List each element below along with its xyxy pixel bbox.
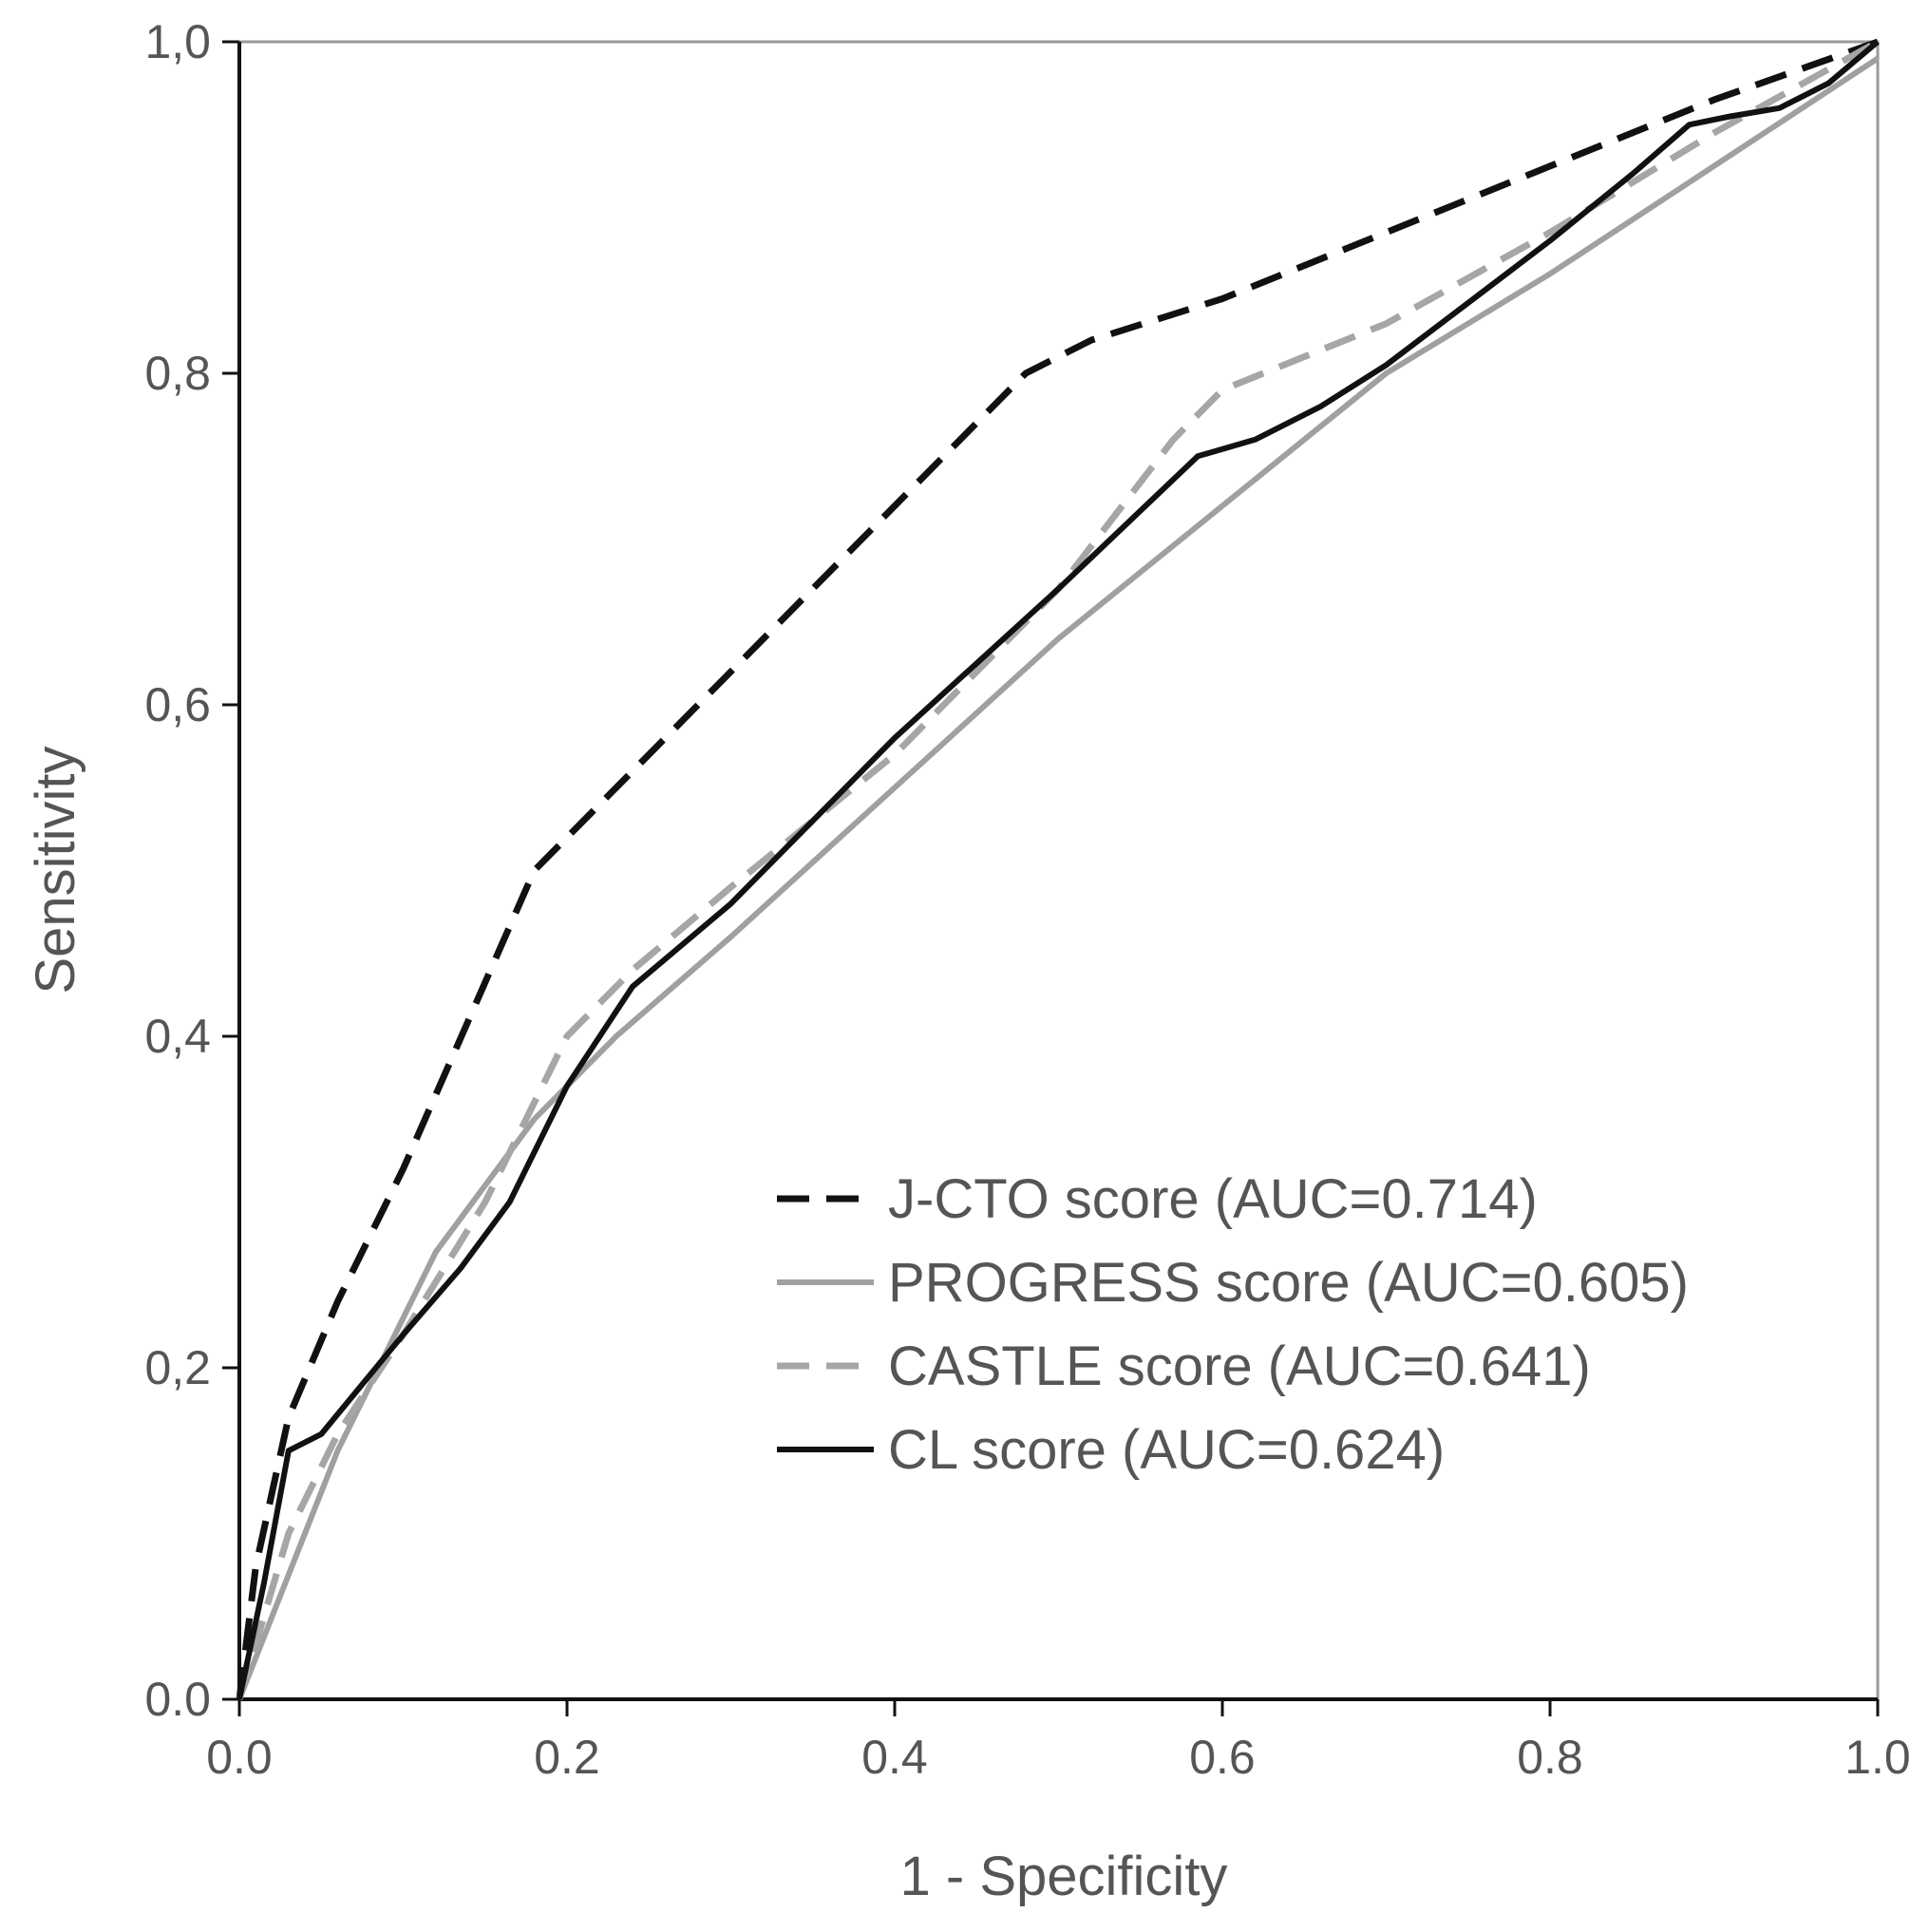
y-tick-label: 1,0 <box>144 15 211 68</box>
y-tick-label: 0.0 <box>144 1673 211 1726</box>
legend-label-progress: PROGRESS score (AUC=0.605) <box>888 1252 1689 1314</box>
x-tick-label: 0.6 <box>1189 1731 1256 1784</box>
y-tick-label: 0,4 <box>144 1010 211 1063</box>
y-axis-title: Sensitivity <box>25 746 86 994</box>
x-tick-label: 0.8 <box>1517 1731 1583 1784</box>
y-tick-label: 0,2 <box>144 1341 211 1394</box>
legend: J-CTO score (AUC=0.714) PROGRESS score (… <box>777 1168 1689 1481</box>
y-tick-label: 0,8 <box>144 347 211 400</box>
x-tick-label: 0.2 <box>534 1731 600 1784</box>
x-tick-label: 1.0 <box>1844 1731 1911 1784</box>
x-axis-title: 1 - Specificity <box>900 1846 1228 1907</box>
legend-label-jcto: J-CTO score (AUC=0.714) <box>888 1168 1538 1230</box>
x-tick-label: 0.4 <box>861 1731 928 1784</box>
legend-label-castle: CASTLE score (AUC=0.641) <box>888 1335 1591 1397</box>
series-cl-line <box>236 39 1880 1700</box>
x-tick-label: 0.0 <box>206 1731 273 1784</box>
axis-ticks: 0.0 0.2 0.4 0.6 0.8 1.0 0.0 0,2 0,4 0,6 0,8 1,0 <box>144 15 1910 1784</box>
series-progress-line <box>236 55 1880 1701</box>
y-tick-label: 0,6 <box>144 678 211 731</box>
legend-label-cl: CL score (AUC=0.624) <box>888 1419 1445 1481</box>
series-layer <box>236 38 1880 1701</box>
series-jcto-line <box>236 38 1880 1700</box>
